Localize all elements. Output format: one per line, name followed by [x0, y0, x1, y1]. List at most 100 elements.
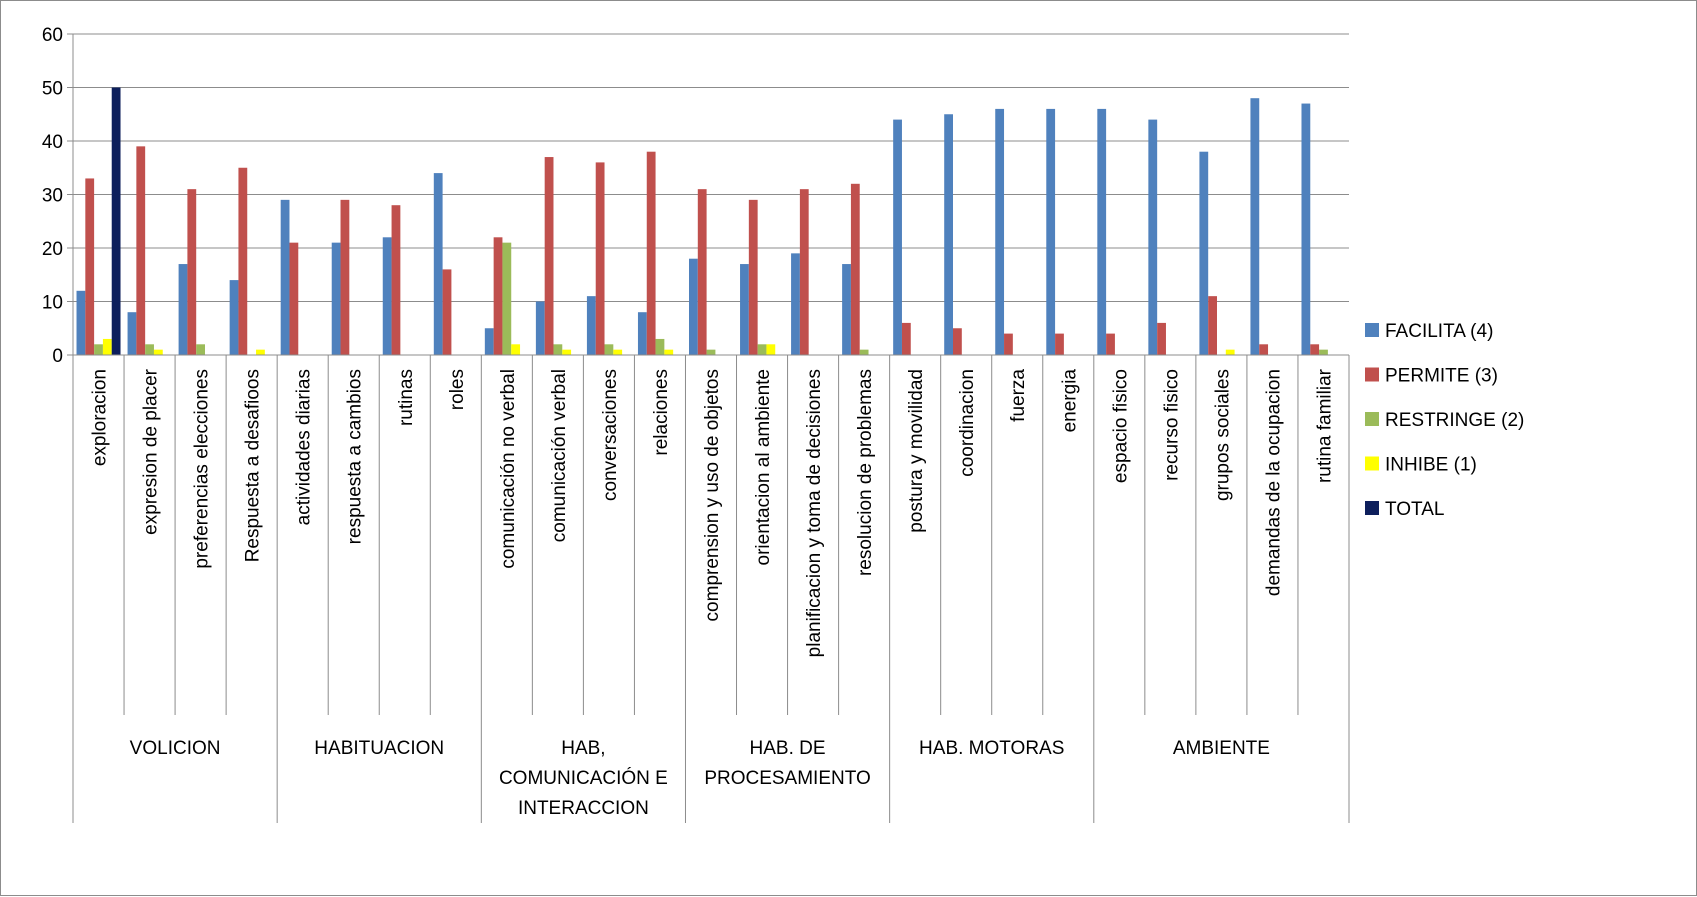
bar-facilita-4: [1046, 108, 1056, 356]
bar-facilita-4: [740, 264, 749, 355]
bar-facilita-4: [382, 237, 392, 355]
axes: [67, 33, 1350, 823]
bar-facilita-4: [484, 328, 494, 355]
bar-facilita-4: [842, 264, 851, 355]
group-labels: VOLICION HABITUACION HAB, COMUNICACIÓN E INT…: [130, 738, 1270, 819]
bar-permite-3: [1208, 296, 1217, 355]
category-label: rutina familiar: [1314, 368, 1335, 483]
y-tick-label: 0: [52, 346, 63, 367]
category-label: relaciones: [651, 369, 672, 456]
legend-swatch: [1365, 367, 1379, 382]
bar-restringe-2: [655, 338, 665, 355]
bar-permite-3: [136, 146, 146, 355]
category-label: comunicación no verbal: [498, 369, 519, 569]
bar-permite-3: [1106, 333, 1115, 355]
category-label: exploracion: [90, 369, 111, 466]
bar-facilita-4: [331, 242, 341, 355]
y-tick-label: 20: [42, 239, 63, 260]
bar-facilita-4: [1199, 151, 1209, 355]
category-label: rutinas: [396, 369, 417, 426]
bar-permite-3: [1055, 333, 1064, 355]
category-label: energia: [1059, 369, 1080, 433]
bar-permite-3: [1310, 344, 1320, 355]
bar-permite-3: [340, 199, 350, 355]
bar-inhibe-1: [153, 349, 163, 355]
category-label: espacio fisico: [1110, 369, 1131, 483]
bar-inhibe-1: [613, 349, 623, 355]
legend-label: TOTAL: [1385, 499, 1444, 520]
category-label: Respuesta a desafioos: [243, 369, 264, 562]
bar-facilita-4: [586, 296, 596, 355]
category-label: orientacion al ambiente: [753, 369, 774, 565]
bar-inhibe-1: [1225, 349, 1235, 355]
legend-swatch: [1365, 456, 1379, 471]
bar-facilita-4: [995, 108, 1005, 356]
bar-facilita-4: [944, 114, 953, 355]
group-label: HAB. DE: [750, 738, 826, 759]
bar-permite-3: [544, 157, 554, 355]
bar-facilita-4: [229, 280, 239, 355]
bar-inhibe-1: [511, 344, 521, 355]
group-label: HAB. MOTORAS: [919, 738, 1064, 759]
legend-label: INHIBE (1): [1385, 455, 1477, 476]
group-label: INTERACCION: [518, 798, 649, 819]
group-label: HABITUACION: [314, 738, 444, 759]
group-label: VOLICION: [130, 738, 221, 759]
bar-facilita-4: [433, 173, 443, 355]
bar-facilita-4: [1250, 98, 1260, 355]
category-label: roles: [447, 369, 468, 410]
category-label: respuesta a cambios: [345, 369, 366, 544]
bar-permite-3: [289, 242, 299, 355]
y-tick-labels: 0 10 20 30 40 50 60: [42, 25, 63, 367]
group-label: AMBIENTE: [1173, 738, 1270, 759]
bar-restringe-2: [196, 344, 205, 355]
bar-inhibe-1: [562, 349, 572, 355]
category-label: expresion de placer: [141, 368, 162, 534]
bar-facilita-4: [791, 253, 800, 355]
bar-facilita-4: [893, 119, 902, 355]
legend-label: FACILITA (4): [1385, 321, 1493, 342]
category-label: postura y movilidad: [906, 369, 927, 533]
y-tick-label: 60: [42, 25, 63, 46]
category-label: comunicación verbal: [549, 369, 570, 542]
bar-permite-3: [1004, 333, 1013, 355]
bar-restringe-2: [859, 349, 869, 355]
legend-label: RESTRINGE (2): [1385, 410, 1524, 431]
bar-facilita-4: [178, 264, 188, 355]
bar-permite-3: [442, 269, 452, 355]
category-label: coordinacion: [957, 369, 978, 477]
bar-inhibe-1: [664, 349, 674, 355]
bar-inhibe-1: [766, 344, 776, 355]
bar-facilita-4: [1301, 103, 1311, 355]
category-label: actividades diarias: [294, 369, 315, 525]
legend-swatch: [1365, 412, 1379, 426]
bar-permite-3: [1259, 344, 1269, 355]
category-label: preferencias elecciones: [192, 369, 213, 569]
bar-permite-3: [646, 151, 656, 355]
bar-permite-3: [85, 178, 95, 355]
bar-inhibe-1: [102, 338, 112, 355]
bar-facilita-4: [689, 258, 698, 355]
bar-permite-3: [748, 199, 758, 355]
bar-restringe-2: [757, 344, 767, 355]
category-label: resolucion de problemas: [855, 369, 876, 576]
group-label: HAB,: [561, 738, 605, 759]
category-label: conversaciones: [600, 369, 621, 501]
y-tick-label: 40: [42, 132, 63, 153]
legend: FACILITA (4) PERMITE (3) RESTRINGE (2) INHI…: [1365, 321, 1524, 520]
bar-restringe-2: [604, 344, 614, 355]
bar-facilita-4: [127, 312, 137, 355]
bar-permite-3: [595, 162, 605, 355]
group-label: COMUNICACIÓN E: [499, 767, 668, 789]
category-label: fuerza: [1008, 369, 1029, 422]
y-tick-label: 30: [42, 186, 63, 207]
bar-permite-3: [953, 328, 962, 355]
group-label: PROCESAMIENTO: [704, 768, 870, 789]
bar-facilita-4: [1097, 108, 1107, 356]
bar-facilita-4: [535, 301, 545, 355]
bar-permite-3: [697, 189, 707, 355]
bars: [76, 87, 1328, 356]
category-label: recurso fisico: [1161, 369, 1182, 481]
